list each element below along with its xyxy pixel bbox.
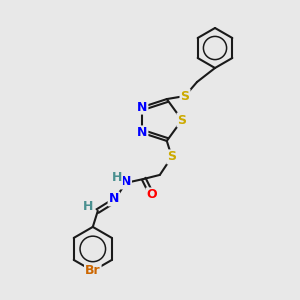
- Text: H: H: [82, 200, 93, 213]
- Text: N: N: [109, 192, 119, 206]
- Text: S: S: [178, 113, 187, 127]
- Text: S: S: [167, 150, 176, 164]
- Text: N: N: [137, 100, 147, 114]
- Text: Br: Br: [85, 264, 100, 278]
- Text: N: N: [121, 176, 131, 188]
- Text: O: O: [146, 188, 157, 201]
- Text: H: H: [112, 171, 122, 184]
- Text: N: N: [137, 126, 147, 140]
- Text: S: S: [181, 89, 190, 103]
